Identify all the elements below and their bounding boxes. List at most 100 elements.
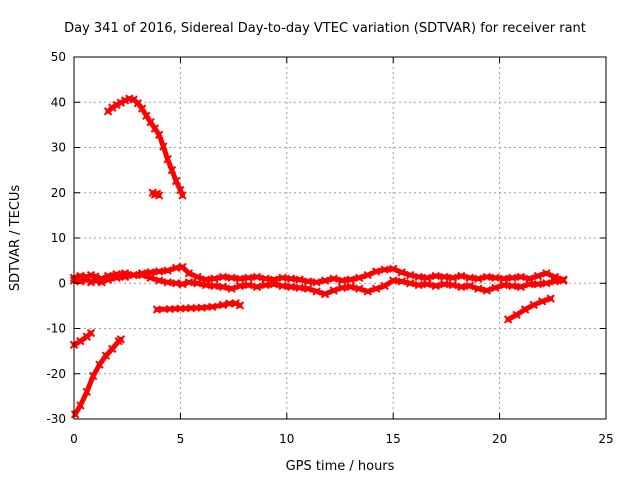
data-point-main-band-upper-54 <box>508 273 517 283</box>
data-point-early-rise-segment-3 <box>88 371 98 381</box>
data-point-arc-upper-8 <box>137 104 147 113</box>
data-point-main-band-upper-49 <box>465 273 475 283</box>
data-point-main-band-lower-22 <box>235 281 245 291</box>
data-point-main-band-upper-15 <box>178 262 187 272</box>
data-point-main-band-lower-21 <box>227 284 236 293</box>
data-point-main-band-lower-12 <box>154 276 164 285</box>
x-axis-label: GPS time / hours <box>286 459 395 474</box>
data-point-arc-upper-3 <box>116 98 126 107</box>
data-point-main-band-lower-14 <box>171 279 181 288</box>
data-point-main-band-lower-47 <box>448 280 457 290</box>
data-point-early-short-segment-1 <box>76 336 85 346</box>
data-point-early-rise-segment-2 <box>82 387 91 397</box>
data-point-main-band-lower-6 <box>103 275 113 284</box>
series-early-rise-segment <box>70 335 126 419</box>
data-point-main-band-lower-28 <box>286 282 296 292</box>
data-point-early-rise-segment-4 <box>95 360 104 369</box>
data-point-main-band-upper-33 <box>329 274 338 283</box>
y-tick-label-20: 20 <box>51 186 66 200</box>
x-tick-label-15: 15 <box>386 432 401 446</box>
data-point-main-band-lower-45 <box>431 281 440 291</box>
data-point-main-band-lower-55 <box>516 282 526 292</box>
data-point-main-band-lower-59 <box>550 277 560 286</box>
data-point-main-band-lower-20 <box>218 282 228 292</box>
data-point-main-band-upper-31 <box>312 278 321 287</box>
data-point-late-rise-segment-2 <box>520 305 530 314</box>
data-point-arc-upper-1 <box>108 103 117 112</box>
data-point-main-band-upper-19 <box>210 274 219 283</box>
data-point-main-band-upper-55 <box>516 272 526 282</box>
data-point-main-band-upper-57 <box>533 271 543 281</box>
x-tick-label-20: 20 <box>492 432 507 446</box>
y-tick-label--30: -30 <box>46 412 66 426</box>
data-point-main-band-upper-46 <box>440 272 449 282</box>
data-point-main-band-upper-17 <box>193 272 202 282</box>
data-point-early-rise-segment-5 <box>101 351 111 360</box>
data-point-flat-segment-minus-6-2 <box>176 304 185 313</box>
data-point-main-band-upper-51 <box>482 272 492 282</box>
data-point-main-band-lower-8 <box>120 272 130 282</box>
data-point-main-band-lower-25 <box>261 280 270 290</box>
series-flat-segment-minus-6 <box>152 298 245 314</box>
x-tick-label-10: 10 <box>279 432 294 446</box>
data-point-main-band-upper-25 <box>261 274 270 283</box>
series-arc-upper <box>103 94 187 200</box>
data-point-main-band-upper-29 <box>295 275 304 284</box>
data-point-main-band-lower-1 <box>76 277 85 286</box>
data-point-flat-segment-minus-6-0 <box>152 305 162 314</box>
data-point-main-band-lower-11 <box>146 273 155 283</box>
data-point-main-band-upper-12 <box>154 267 164 276</box>
data-point-main-band-lower-39 <box>380 281 389 291</box>
y-tick-label-0: 0 <box>58 276 66 290</box>
data-point-early-rise-segment-1 <box>76 401 85 410</box>
data-point-flat-segment-minus-6-5 <box>208 302 217 311</box>
data-point-main-band-lower-24 <box>252 282 262 292</box>
data-point-main-band-lower-5 <box>97 278 106 287</box>
data-point-main-band-upper-45 <box>431 271 440 281</box>
data-point-main-band-upper-50 <box>474 274 483 283</box>
x-tick-label-0: 0 <box>70 432 78 446</box>
y-axis-label: SDTVAR / TECUs <box>8 185 23 292</box>
data-point-main-band-upper-24 <box>252 272 262 282</box>
data-point-arc-upper-2 <box>112 100 121 110</box>
data-point-main-band-lower-36 <box>354 284 364 293</box>
data-point-main-band-lower-37 <box>363 287 372 296</box>
series-line-flat-segment-minus-6 <box>154 300 243 312</box>
data-point-main-band-upper-27 <box>278 273 287 283</box>
data-point-flat-segment-minus-6-3 <box>186 303 196 313</box>
data-point-main-band-upper-48 <box>457 271 466 281</box>
data-point-main-band-lower-53 <box>499 280 509 290</box>
data-point-main-band-lower-32 <box>320 289 330 299</box>
data-point-main-band-upper-38 <box>371 267 381 276</box>
data-point-flat-segment-minus-6-4 <box>197 303 206 312</box>
data-point-main-band-upper-44 <box>423 273 432 283</box>
data-point-main-band-lower-29 <box>295 283 304 292</box>
data-point-early-rise-segment-6 <box>108 344 117 354</box>
data-point-main-band-upper-37 <box>363 270 372 280</box>
data-point-arc-upper-11 <box>150 124 160 133</box>
data-point-main-band-lower-10 <box>137 270 147 280</box>
data-point-main-band-lower-18 <box>201 280 211 290</box>
data-point-main-band-upper-30 <box>303 277 313 286</box>
data-point-arc-upper-12 <box>154 130 164 140</box>
data-point-main-band-upper-58 <box>542 269 551 278</box>
data-point-main-band-upper-16 <box>184 269 194 278</box>
data-point-main-band-lower-23 <box>244 280 253 290</box>
data-point-main-band-lower-30 <box>303 284 313 293</box>
y-tick-label-30: 30 <box>51 141 66 155</box>
data-point-main-band-lower-38 <box>371 284 381 293</box>
data-point-main-band-lower-33 <box>329 286 338 295</box>
data-point-main-band-lower-42 <box>406 279 415 288</box>
data-point-main-band-lower-19 <box>210 281 219 291</box>
data-point-main-band-upper-40 <box>388 264 398 273</box>
data-point-main-band-upper-28 <box>286 274 296 283</box>
series-late-rise-segment <box>503 294 555 324</box>
data-point-main-band-lower-40 <box>388 276 398 285</box>
data-point-main-band-upper-23 <box>244 273 253 283</box>
data-point-main-band-upper-34 <box>337 276 347 285</box>
data-point-main-band-lower-58 <box>542 279 551 288</box>
data-point-main-band-lower-49 <box>465 281 475 291</box>
data-point-late-rise-segment-4 <box>537 297 547 306</box>
series-main-band-lower <box>69 270 568 299</box>
